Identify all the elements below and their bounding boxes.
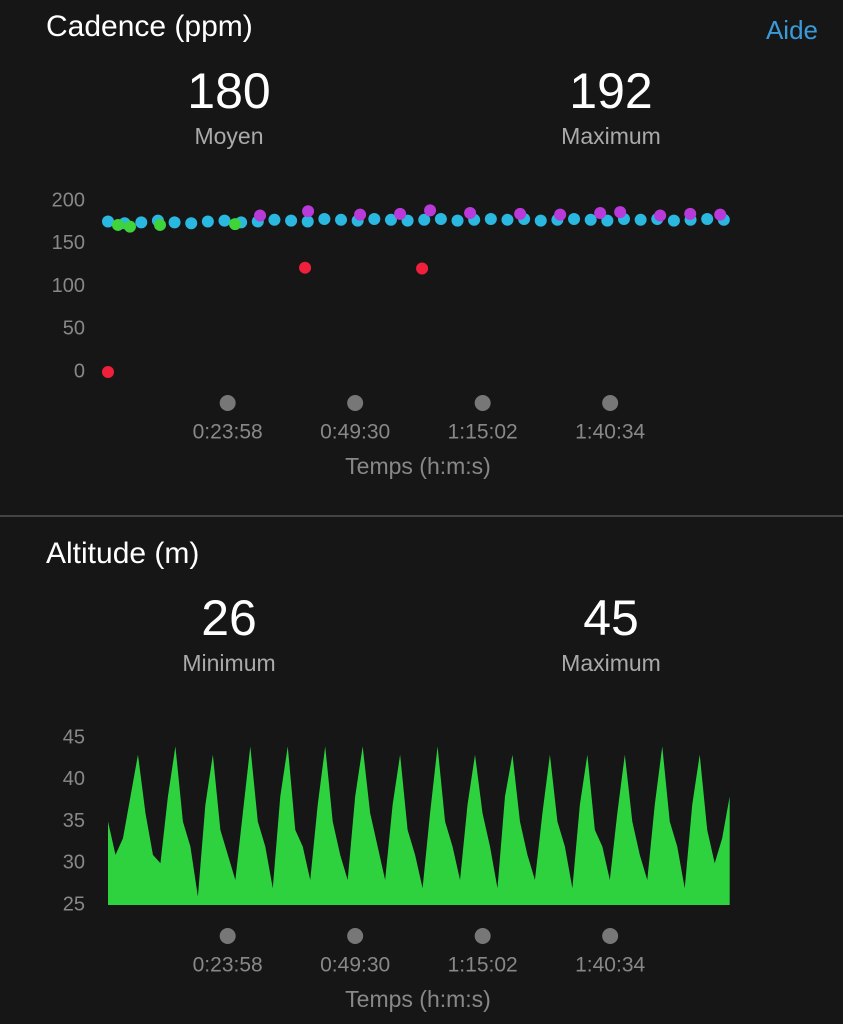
- data-point: [354, 208, 367, 221]
- data-point: [614, 206, 627, 219]
- data-point: [554, 208, 567, 221]
- data-point: [418, 213, 431, 226]
- stat-label: Maximum: [561, 650, 661, 676]
- data-point: [667, 214, 680, 227]
- data-point: [111, 218, 124, 231]
- x-tick-label: 1:40:34: [575, 954, 645, 977]
- data-point: [168, 216, 181, 229]
- y-tick-label: 200: [52, 189, 85, 211]
- x-tick-mark: [347, 928, 364, 944]
- data-point: [229, 218, 242, 231]
- data-point: [634, 213, 647, 226]
- x-tick-label: 1:15:02: [448, 421, 518, 444]
- stat-label: Moyen: [194, 123, 263, 149]
- data-point: [501, 213, 514, 226]
- data-point: [123, 220, 136, 233]
- stat-value: 192: [569, 63, 652, 119]
- x-tick-mark: [602, 395, 619, 411]
- data-point: [464, 206, 477, 219]
- data-point: [514, 207, 527, 220]
- y-tick-label: 25: [63, 893, 85, 915]
- x-tick-mark: [474, 928, 491, 944]
- x-tick-label: 0:49:30: [320, 421, 390, 444]
- x-tick-label: 1:15:02: [448, 954, 518, 977]
- x-tick-label: 0:23:58: [193, 421, 263, 444]
- altitude-area: [108, 746, 730, 905]
- y-tick-label: 0: [74, 360, 85, 382]
- data-point: [254, 209, 267, 222]
- y-tick-label: 45: [63, 726, 85, 748]
- data-point: [534, 214, 547, 227]
- data-point: [451, 214, 464, 227]
- data-point: [154, 218, 167, 231]
- data-point: [302, 205, 315, 218]
- data-point: [394, 207, 407, 220]
- x-tick-mark: [347, 395, 364, 411]
- help-link[interactable]: Aide: [766, 15, 818, 45]
- x-axis-label: Temps (h:m:s): [345, 453, 491, 479]
- data-point: [185, 217, 198, 230]
- y-tick-label: 150: [52, 232, 85, 254]
- y-tick-label: 30: [63, 852, 85, 874]
- data-point: [135, 216, 148, 229]
- cadence-panel: [0, 0, 843, 515]
- y-tick-label: 50: [63, 318, 85, 340]
- data-point: [384, 213, 397, 226]
- data-point: [654, 209, 667, 222]
- x-tick-label: 1:40:34: [575, 421, 645, 444]
- stat-value: 180: [187, 63, 270, 119]
- stat-label: Maximum: [561, 123, 661, 149]
- data-point: [568, 212, 581, 225]
- data-point: [368, 212, 381, 225]
- data-point: [299, 261, 312, 274]
- data-point: [601, 214, 614, 227]
- y-tick-label: 100: [52, 275, 85, 297]
- y-tick-label: 40: [63, 768, 85, 790]
- data-point: [701, 212, 714, 225]
- x-tick-label: 0:49:30: [320, 954, 390, 977]
- x-tick-mark: [219, 395, 236, 411]
- x-tick-label: 0:23:58: [193, 954, 263, 977]
- stat-label: Minimum: [182, 650, 275, 676]
- data-point: [102, 215, 114, 228]
- data-point: [268, 213, 281, 226]
- x-tick-mark: [602, 928, 619, 944]
- data-point: [301, 215, 314, 228]
- x-axis-label: Temps (h:m:s): [345, 986, 491, 1012]
- data-point: [594, 206, 607, 219]
- data-point: [434, 212, 447, 225]
- data-point: [102, 366, 114, 378]
- data-point: [201, 215, 214, 228]
- data-point: [218, 214, 231, 227]
- chart-title: Altitude (m): [46, 537, 199, 570]
- stat-value: 45: [583, 590, 639, 646]
- data-point: [714, 208, 727, 221]
- stat-value: 26: [201, 590, 257, 646]
- data-point: [285, 214, 298, 227]
- x-tick-mark: [219, 928, 236, 944]
- chart-title: Cadence (ppm): [46, 10, 253, 43]
- altitude-panel: [0, 517, 843, 1024]
- x-tick-mark: [474, 395, 491, 411]
- data-point: [684, 207, 697, 220]
- data-point: [318, 212, 331, 225]
- data-point: [335, 213, 348, 226]
- data-point: [484, 212, 497, 225]
- data-point: [424, 204, 437, 217]
- y-tick-label: 35: [63, 810, 85, 832]
- data-point: [416, 262, 429, 275]
- data-point: [584, 213, 597, 226]
